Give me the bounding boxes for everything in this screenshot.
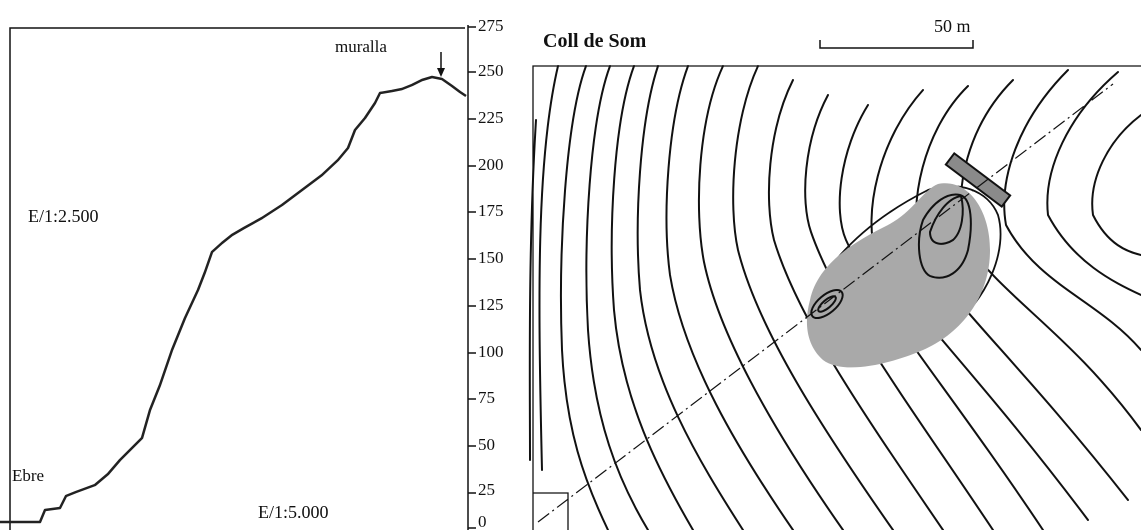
elevation-profile: muralla E/1:2.500 Ebre E/1:5.000	[0, 0, 470, 530]
map-frame	[532, 65, 1141, 530]
axis-tick-label: 50	[478, 435, 495, 454]
profile-frame	[9, 27, 465, 530]
axis-tick-label: 200	[478, 155, 504, 174]
map-drawing	[528, 40, 1141, 530]
wall-structure	[944, 151, 1012, 209]
profile-scale-label: E/1:2.500	[28, 206, 99, 226]
axis-line-drawing	[467, 25, 476, 530]
section-line	[537, 83, 1114, 523]
map-frame-corner	[533, 492, 569, 530]
profile-drawing	[0, 27, 467, 530]
river-label: Ebre	[12, 466, 45, 485]
site-area	[806, 183, 990, 368]
map-scale-label: E/1:5.000	[258, 502, 329, 522]
map-title: Coll de Som	[543, 30, 647, 52]
wall-label: muralla	[335, 37, 387, 56]
axis-ticks	[468, 26, 476, 529]
axis-tick-label: 100	[478, 342, 504, 361]
scale-bar	[819, 40, 974, 49]
axis-tick-label: 225	[478, 108, 504, 127]
axis-tick-label: 0	[478, 512, 487, 531]
axis-tick-label: 175	[478, 201, 504, 220]
axis-tick-label: 25	[478, 480, 495, 499]
summit-contours	[810, 193, 972, 320]
scale-bar-label: 50 m	[934, 16, 971, 36]
axis-tick-label: 150	[478, 248, 504, 267]
elevation-axis: 275 250 225 200 175 150 125 100 75 50 25…	[462, 0, 530, 531]
axis-tick-label: 275	[478, 16, 504, 35]
axis-tick-label: 125	[478, 295, 504, 314]
wall-arrowhead	[437, 68, 445, 77]
axis-tick-label: 250	[478, 61, 504, 80]
contour-map: Coll de Som	[528, 0, 1141, 530]
axis-tick-label: 75	[478, 388, 495, 407]
terrain-profile-line	[0, 75, 467, 524]
